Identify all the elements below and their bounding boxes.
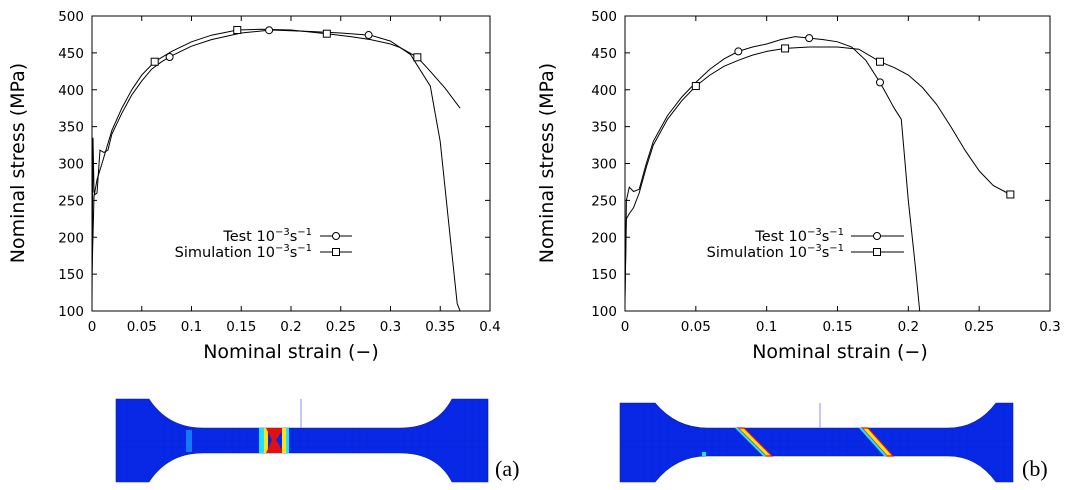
specimen-contour-b: (b) [619,402,1048,483]
x-tick-label: 0.1 [181,319,202,335]
y-tick-label: 250 [58,193,84,209]
point-marker-simulation [413,53,422,62]
specimen-mesh-a [116,399,488,482]
x-tick-label: 0.05 [127,319,157,335]
y-tick-label: 500 [591,9,617,25]
x-tick-label: 0 [88,319,97,335]
small-spot-b [702,452,706,456]
y-tick-label: 200 [58,230,84,246]
legend-b: Test 10−3s−1 Simulation 10−3s−1 [707,227,904,261]
y-axis-title-a: Nominal stress (MPa) [7,63,29,263]
x-tick-label: 0.2 [898,319,919,335]
legend-marker-sim-b [873,248,881,256]
y-tick-label: 300 [591,157,617,173]
chart-a: 0 0.05 0.1 0.15 0.2 0.25 0.3 0.35 0.4 100 150 200 2… [7,9,501,363]
point-marker-simulation [781,44,790,53]
point-marker-test [165,53,174,62]
strain-band-a-yellow-right [282,428,286,453]
x-tick-label: 0.15 [822,319,852,335]
series-markers-b [691,34,1015,199]
series-lines-a [92,28,461,311]
specimen-contour-a: (a) [115,398,519,483]
series-lines-b [625,36,1011,311]
point-marker-simulation [876,57,884,66]
y-tick-label: 350 [58,120,84,136]
strain-band-a-cyan-right [286,428,289,453]
point-marker-test [734,47,743,56]
chart-b: 0 0.05 0.1 0.15 0.2 0.25 0.3 100 150 200 250 300 35… [536,9,1061,363]
y-tick-label: 150 [591,267,617,283]
y-tick-label: 200 [591,230,617,246]
x-ticks-b: 0 0.05 0.1 0.15 0.2 0.25 0.3 [621,16,1061,335]
y-ticks-b: 100 150 200 250 300 350 400 450 500 [591,9,1050,320]
legend-a: Test 10−3s−1 Simulation 10−3s−1 [175,227,352,261]
legend-marker-test-b [873,232,881,240]
x-tick-label: 0 [621,319,630,335]
point-marker-test [265,26,274,35]
y-tick-label: 350 [591,120,617,136]
x-tick-label: 0.05 [681,319,711,335]
point-marker-simulation [691,82,700,91]
strain-band-a-red [266,428,284,453]
y-tick-label: 300 [58,157,84,173]
strain-band-a-cyan [259,428,264,453]
plot-frame-b [624,15,1051,312]
legend-label-test-b: Test 10−3s−1 [754,227,844,245]
series-line-simulation [92,28,461,275]
y-tick-label: 450 [58,46,84,62]
y-tick-label: 250 [591,193,617,209]
point-marker-test [364,31,373,40]
x-tick-label: 0.3 [1039,319,1060,335]
x-tick-label: 0.2 [280,319,301,335]
legend-label-sim-a: Simulation 10−3s−1 [175,243,312,261]
legend-label-test-a: Test 10−3s−1 [222,227,312,245]
x-tick-label: 0.25 [964,319,994,335]
strain-band-b-right [860,427,895,457]
x-tick-label: 0.4 [479,319,500,335]
legend-label-sim-b: Simulation 10−3s−1 [707,243,844,261]
strain-band-b-left-halo [735,428,766,456]
point-marker-simulation [233,26,242,35]
point-marker-simulation [1006,190,1015,199]
x-axis-title-b: Nominal strain (−) [752,341,928,363]
legend-marker-test-a [332,232,340,240]
legend-marker-sim-a [332,248,340,256]
y-ticks-a: 100 150 200 250 300 350 400 450 500 [58,9,490,320]
y-tick-label: 150 [58,267,84,283]
y-tick-label: 500 [58,9,84,25]
y-tick-label: 100 [591,304,617,320]
y-axis-title-b: Nominal stress (MPa) [536,63,558,263]
x-ticks-a: 0 0.05 0.1 0.15 0.2 0.25 0.3 0.35 0.4 [88,16,501,335]
strain-band-b-right-halo [859,428,887,456]
strain-band-a-light [186,430,192,452]
x-axis-title-a: Nominal strain (−) [203,341,379,363]
series-markers-a [150,26,422,66]
y-tick-label: 100 [58,304,84,320]
y-tick-label: 400 [591,83,617,99]
x-tick-label: 0.3 [380,319,401,335]
strain-band-b-left [736,427,774,457]
specimen-mesh-b [620,403,1013,482]
strain-band-a-yellow-left [264,428,268,453]
x-tick-label: 0.35 [425,319,455,335]
y-tick-label: 400 [58,83,84,99]
x-tick-label: 0.15 [226,319,256,335]
point-marker-test [805,34,814,43]
point-marker-test [876,78,884,87]
x-tick-label: 0.1 [756,319,777,335]
x-tick-label: 0.25 [326,319,356,335]
series-line-test [92,29,461,311]
panel-label-a: (a) [495,456,519,481]
y-tick-label: 450 [591,46,617,62]
panel-label-b: (b) [1022,456,1048,481]
point-marker-simulation [150,57,159,66]
series-line-test [625,36,921,311]
series-line-simulation [625,46,1011,297]
point-marker-simulation [322,29,331,38]
